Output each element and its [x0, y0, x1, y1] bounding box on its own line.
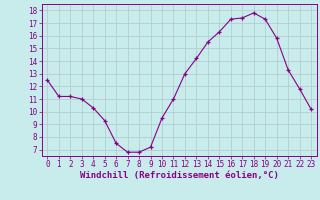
- X-axis label: Windchill (Refroidissement éolien,°C): Windchill (Refroidissement éolien,°C): [80, 171, 279, 180]
